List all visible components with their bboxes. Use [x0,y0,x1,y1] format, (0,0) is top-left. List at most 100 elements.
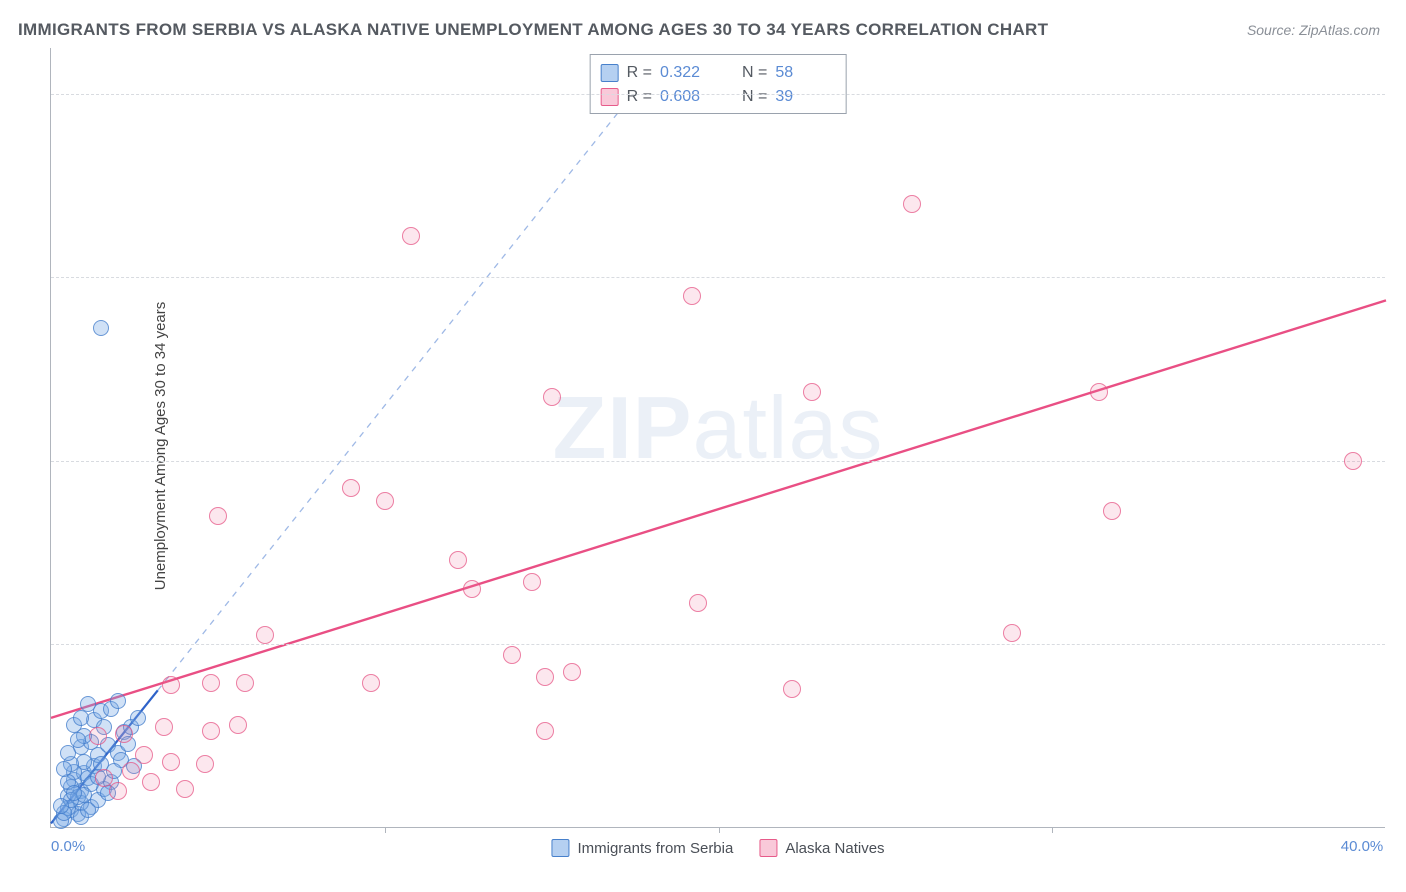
scatter-point [60,774,76,790]
scatter-point [689,594,707,612]
scatter-point [60,745,76,761]
y-tick-label: 20.0% [1391,636,1406,653]
swatch-pink-icon [601,88,619,106]
scatter-point [60,788,76,804]
scatter-point [63,802,79,818]
scatter-point [96,719,112,735]
gridline [51,644,1385,645]
scatter-point [342,479,360,497]
swatch-blue-icon [601,64,619,82]
n-value: 58 [775,61,831,85]
scatter-point [73,739,89,755]
scatter-point [202,722,220,740]
scatter-point [113,752,129,768]
scatter-point [109,782,127,800]
scatter-point [66,785,82,801]
scatter-point [196,755,214,773]
scatter-point [60,800,76,816]
scatter-point [256,626,274,644]
chart-title: IMMIGRANTS FROM SERBIA VS ALASKA NATIVE … [18,20,1048,40]
scatter-point [110,693,126,709]
stats-box: R =0.322N =58R =0.608N =39 [590,54,847,114]
scatter-point [56,761,72,777]
scatter-point [53,813,69,829]
scatter-point [56,811,72,827]
scatter-point [202,674,220,692]
scatter-point [563,663,581,681]
scatter-point [100,737,116,753]
scatter-point [142,773,160,791]
scatter-point [803,383,821,401]
scatter-point [155,718,173,736]
scatter-point [70,789,86,805]
scatter-point [76,728,92,744]
scatter-point [106,763,122,779]
scatter-point [463,580,481,598]
scatter-point [76,765,92,781]
scatter-point [135,746,153,764]
legend-item: Immigrants from Serbia [551,839,733,857]
source-label: Source: ZipAtlas.com [1247,22,1380,38]
gridline [51,277,1385,278]
scatter-point [376,492,394,510]
scatter-point [76,754,92,770]
scatter-point [122,762,140,780]
scatter-point [80,696,96,712]
scatter-point [1003,624,1021,642]
swatch-pink-icon [759,839,777,857]
legend-label: Alaska Natives [785,840,884,857]
y-tick-label: 60.0% [1391,269,1406,286]
scatter-point [70,732,86,748]
scatter-point [66,764,82,780]
n-label: N = [742,85,767,109]
scatter-point [86,712,102,728]
r-label: R = [627,85,652,109]
scatter-point [543,388,561,406]
scatter-point [523,573,541,591]
legend-item: Alaska Natives [759,839,884,857]
scatter-point [80,802,96,818]
scatter-point [683,287,701,305]
scatter-point [236,674,254,692]
scatter-point [123,719,139,735]
x-tick-label: 40.0% [1341,838,1384,855]
scatter-point [90,747,106,763]
x-tick-label: 0.0% [51,838,85,855]
scatter-point [362,674,380,692]
trend-lines [51,48,1385,827]
scatter-point [63,792,79,808]
scatter-point [90,769,106,785]
scatter-point [1103,502,1121,520]
scatter-point [126,758,142,774]
scatter-point [120,736,136,752]
scatter-point [783,680,801,698]
scatter-point [93,703,109,719]
scatter-point [66,717,82,733]
x-tick [719,827,720,833]
scatter-point [83,799,99,815]
scatter-point [76,787,92,803]
r-value: 0.608 [660,85,716,109]
scatter-point [73,710,89,726]
scatter-point [209,507,227,525]
scatter-point [90,792,106,808]
scatter-point [100,785,116,801]
scatter-point [83,734,99,750]
scatter-point [83,776,99,792]
scatter-point [95,769,113,787]
scatter-point [73,809,89,825]
watermark: ZIPatlas [553,376,884,478]
gridline [51,461,1385,462]
scatter-point [449,551,467,569]
r-label: R = [627,61,652,85]
scatter-point [115,725,133,743]
scatter-point [1090,383,1108,401]
legend-label: Immigrants from Serbia [577,840,733,857]
scatter-point [503,646,521,664]
scatter-point [63,779,79,795]
scatter-point [536,722,554,740]
n-value: 39 [775,85,831,109]
swatch-blue-icon [551,839,569,857]
scatter-point [130,710,146,726]
scatter-point [96,781,112,797]
